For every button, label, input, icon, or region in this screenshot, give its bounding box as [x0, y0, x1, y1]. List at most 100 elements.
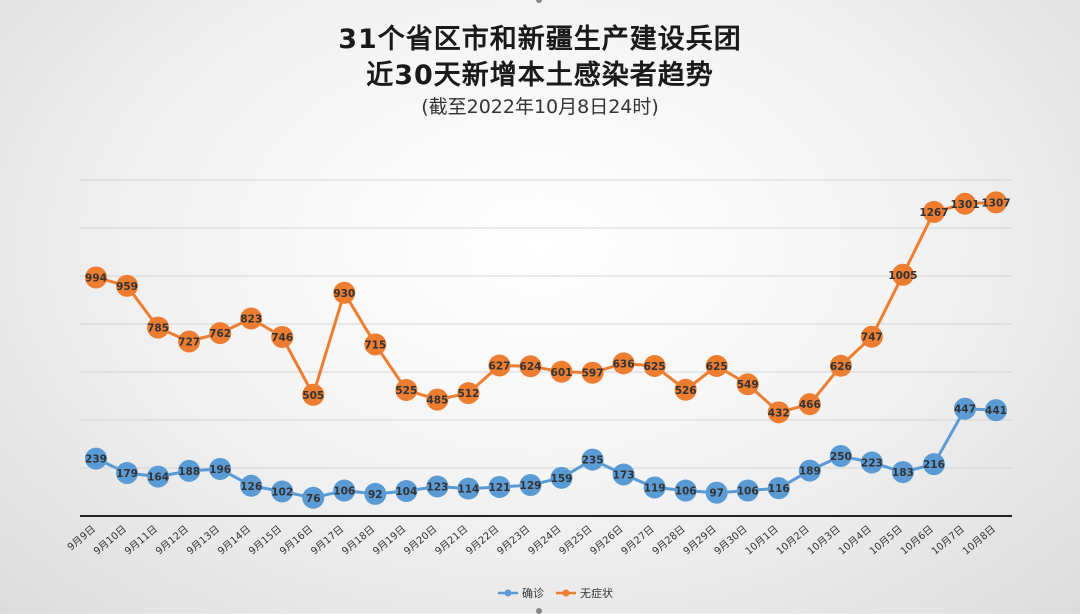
data-point-asymptomatic [767, 401, 790, 424]
data-label-confirmed: 102 [271, 487, 293, 499]
x-tick-label: 9月21日 [433, 523, 471, 557]
data-point-asymptomatic [426, 388, 449, 411]
x-tick-label: 9月15日 [246, 523, 284, 557]
data-point-asymptomatic [333, 281, 356, 304]
data-point-confirmed [550, 466, 573, 489]
data-point-confirmed [985, 399, 1007, 422]
data-point-asymptomatic [240, 307, 263, 330]
top-dot [536, 0, 542, 3]
x-tick-label: 9月12日 [153, 523, 191, 557]
data-point-asymptomatic [612, 352, 635, 375]
data-label-confirmed: 164 [147, 472, 169, 484]
data-point-asymptomatic [302, 383, 325, 406]
x-tick-label: 9月16日 [278, 523, 316, 557]
data-point-confirmed [364, 482, 387, 505]
data-point-asymptomatic [395, 379, 418, 401]
data-label-asymptomatic: 525 [395, 385, 417, 397]
data-label-asymptomatic: 1307 [981, 197, 1010, 209]
data-point-confirmed [116, 462, 139, 485]
data-point-asymptomatic [985, 191, 1007, 214]
data-label-asymptomatic: 930 [333, 288, 355, 300]
x-tick-label: 10月6日 [898, 523, 936, 557]
data-label-confirmed: 119 [644, 482, 666, 494]
x-tick-labels: 9月9日9月10日9月11日9月12日9月13日9月14日9月15日9月16日9… [65, 523, 998, 557]
data-point-confirmed [674, 479, 697, 502]
x-tick-label: 9月26日 [588, 523, 626, 557]
legend: 确诊 无症状 [498, 586, 613, 600]
bottom-dot [536, 608, 542, 614]
data-label-asymptomatic: 597 [582, 368, 604, 380]
data-point-confirmed [891, 461, 914, 484]
legend-marker-confirmed [504, 589, 512, 597]
series-line-confirmed [95, 407, 997, 500]
data-point-confirmed [953, 397, 976, 420]
data-label-asymptomatic: 626 [830, 361, 852, 373]
data-point-asymptomatic [953, 192, 976, 215]
data-point-asymptomatic [736, 373, 759, 396]
x-tick-label: 10月8日 [960, 523, 998, 557]
data-point-confirmed [860, 451, 883, 474]
data-label-confirmed: 239 [85, 454, 107, 466]
data-label-confirmed: 106 [333, 486, 355, 498]
data-label-asymptomatic: 785 [147, 323, 169, 335]
series: 239 179 164 188 196 126 102 76 106 92 104 123 114 121… [85, 191, 1011, 509]
x-tick-label: 9月18日 [340, 523, 378, 557]
chart-subtitle: (截至2022年10月8日24时) [421, 96, 659, 118]
data-point-confirmed [581, 448, 604, 471]
data-label-asymptomatic: 505 [302, 390, 324, 402]
data-point-confirmed [333, 479, 356, 502]
data-label-asymptomatic: 485 [426, 395, 448, 407]
data-label-confirmed: 179 [116, 468, 138, 480]
data-label-confirmed: 97 [709, 488, 724, 500]
data-point-asymptomatic [798, 393, 821, 416]
data-point-asymptomatic [674, 378, 697, 401]
data-label-confirmed: 196 [209, 464, 231, 476]
data-label-confirmed: 159 [551, 473, 573, 485]
x-tick-label: 10月3日 [805, 523, 843, 557]
x-tick-label: 10月2日 [774, 523, 812, 557]
data-point-confirmed [922, 453, 945, 476]
data-point-asymptomatic [364, 333, 387, 356]
data-point-confirmed [302, 486, 325, 509]
data-point-asymptomatic [581, 361, 604, 384]
data-point-confirmed [457, 477, 480, 500]
data-point-confirmed [147, 465, 170, 488]
data-point-asymptomatic [85, 266, 107, 289]
x-tick-label: 9月24日 [526, 523, 564, 557]
data-label-confirmed: 123 [426, 481, 448, 493]
legend-label-confirmed: 确诊 [522, 586, 544, 600]
data-label-asymptomatic: 715 [364, 339, 386, 351]
data-point-confirmed [612, 463, 635, 486]
data-point-confirmed [643, 476, 666, 499]
data-point-confirmed [829, 445, 852, 467]
x-tick-label: 9月29日 [681, 523, 719, 557]
data-label-asymptomatic: 625 [644, 361, 666, 373]
x-tick-label: 10月7日 [929, 523, 967, 557]
data-label-confirmed: 250 [830, 451, 852, 463]
x-tick-label: 9月19日 [371, 523, 409, 557]
data-label-asymptomatic: 549 [737, 379, 759, 391]
data-label-asymptomatic: 1301 [950, 199, 979, 211]
data-label-confirmed: 188 [178, 466, 200, 478]
data-point-asymptomatic [116, 274, 139, 297]
gridlines [80, 179, 1012, 469]
data-label-asymptomatic: 636 [613, 358, 635, 370]
data-point-confirmed [736, 479, 759, 502]
data-label-confirmed: 106 [737, 486, 759, 498]
data-point-confirmed [426, 475, 449, 498]
data-point-confirmed [178, 459, 201, 482]
data-label-confirmed: 223 [861, 457, 883, 469]
data-point-asymptomatic [147, 316, 170, 339]
data-label-asymptomatic: 1005 [888, 270, 917, 282]
data-point-asymptomatic [550, 360, 573, 383]
data-label-confirmed: 129 [520, 480, 542, 492]
data-point-confirmed [488, 475, 511, 498]
data-point-confirmed [705, 481, 728, 504]
data-point-confirmed [395, 480, 418, 503]
data-label-confirmed: 235 [582, 455, 604, 467]
data-point-confirmed [85, 447, 107, 470]
data-label-asymptomatic: 625 [706, 361, 728, 373]
data-label-asymptomatic: 512 [457, 388, 479, 400]
data-point-confirmed [271, 480, 294, 503]
data-point-asymptomatic [860, 325, 883, 348]
